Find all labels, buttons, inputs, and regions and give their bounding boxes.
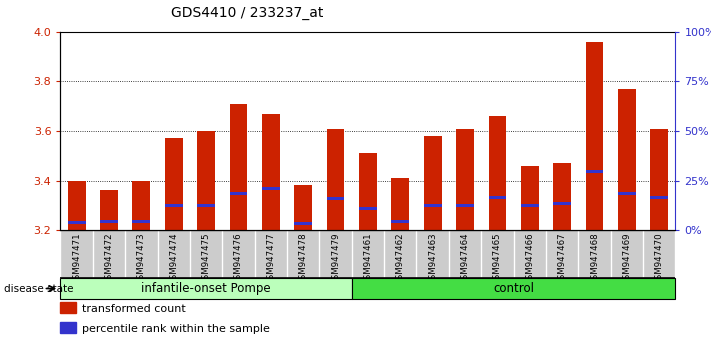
Bar	[456, 204, 474, 207]
FancyBboxPatch shape	[352, 278, 675, 299]
Bar	[68, 221, 85, 224]
Text: GSM947479: GSM947479	[331, 233, 340, 285]
Bar	[132, 181, 150, 230]
Text: percentile rank within the sample: percentile rank within the sample	[82, 324, 269, 334]
Bar	[100, 190, 118, 230]
Bar	[424, 204, 442, 207]
Text: GSM947474: GSM947474	[169, 233, 178, 285]
Bar	[521, 204, 539, 207]
Text: GSM947469: GSM947469	[622, 233, 631, 285]
Text: GSM947471: GSM947471	[72, 233, 81, 285]
Text: GSM947473: GSM947473	[137, 233, 146, 285]
Text: control: control	[493, 282, 534, 295]
Text: disease state: disease state	[4, 284, 73, 293]
Bar	[165, 204, 183, 207]
Text: infantile-onset Pompe: infantile-onset Pompe	[141, 282, 271, 295]
Text: GSM947476: GSM947476	[234, 233, 243, 285]
Bar	[359, 153, 377, 230]
Text: GSM947468: GSM947468	[590, 233, 599, 285]
Bar	[294, 222, 312, 225]
Bar	[618, 89, 636, 230]
Text: GSM947464: GSM947464	[461, 233, 469, 285]
Text: GSM947475: GSM947475	[202, 233, 210, 285]
Bar	[424, 136, 442, 230]
Bar	[553, 163, 571, 230]
Bar	[488, 116, 506, 230]
Text: GSM947470: GSM947470	[655, 233, 664, 285]
Bar	[488, 196, 506, 199]
Bar	[359, 207, 377, 210]
Text: GSM947472: GSM947472	[105, 233, 114, 285]
Bar	[651, 129, 668, 230]
Text: GSM947463: GSM947463	[428, 233, 437, 285]
Bar	[392, 178, 410, 230]
Bar	[294, 185, 312, 230]
Text: GSM947478: GSM947478	[299, 233, 308, 285]
Bar	[586, 42, 604, 230]
Bar	[553, 202, 571, 205]
Bar	[586, 170, 604, 173]
Bar	[618, 193, 636, 195]
Bar	[521, 166, 539, 230]
Text: GDS4410 / 233237_at: GDS4410 / 233237_at	[171, 6, 324, 20]
Bar	[165, 138, 183, 230]
Bar	[326, 129, 344, 230]
Bar	[68, 181, 85, 230]
Bar	[197, 204, 215, 207]
Text: GSM947465: GSM947465	[493, 233, 502, 285]
Bar	[456, 129, 474, 230]
Bar	[392, 220, 410, 223]
Bar	[132, 220, 150, 223]
Bar	[262, 114, 279, 230]
Text: GSM947461: GSM947461	[363, 233, 373, 285]
Text: GSM947477: GSM947477	[267, 233, 275, 285]
Bar	[326, 198, 344, 200]
Bar	[651, 196, 668, 199]
Text: GSM947467: GSM947467	[557, 233, 567, 285]
Bar	[230, 104, 247, 230]
Bar	[262, 188, 279, 190]
Bar	[100, 220, 118, 223]
Text: transformed count: transformed count	[82, 304, 186, 314]
FancyBboxPatch shape	[60, 278, 352, 299]
Text: GSM947462: GSM947462	[396, 233, 405, 285]
Bar	[230, 193, 247, 195]
Text: GSM947466: GSM947466	[525, 233, 534, 285]
Bar	[197, 131, 215, 230]
